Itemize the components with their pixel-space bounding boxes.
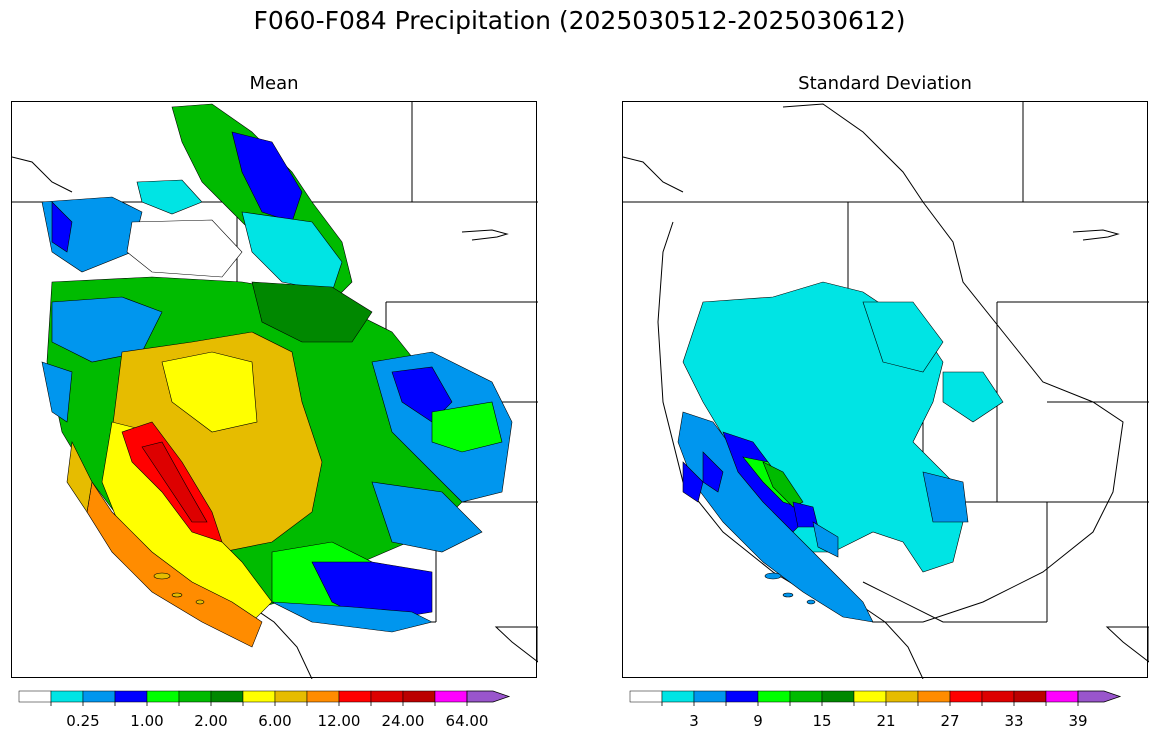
colorbar-segment [402, 690, 436, 703]
colorbar-tick-label: 0.25 [66, 712, 100, 730]
colorbar-tick-label: 6.00 [258, 712, 292, 730]
colorbar-tick-label: 15 [812, 712, 832, 730]
colorbar-segment [338, 690, 372, 703]
colorbar-segment [1013, 690, 1047, 703]
colorbar-segment [789, 690, 823, 703]
colorbar-tick-label: 64.00 [445, 712, 489, 730]
colorbar-segment [434, 690, 468, 703]
colorbar-segment [50, 690, 84, 703]
colorbar-extend-arrow [1077, 690, 1122, 703]
colorbar-segment [82, 690, 116, 703]
colorbar-segment [114, 690, 148, 703]
colorbar-segment [949, 690, 983, 703]
colorbar-tick-label: 1.00 [130, 712, 164, 730]
colorbar-segment [661, 690, 695, 703]
colorbar-extend-arrow [466, 690, 511, 703]
colorbar-tick-label: 27 [940, 712, 960, 730]
colorbar-segment [629, 690, 663, 703]
colorbar-tick-label: 24.00 [381, 712, 425, 730]
colorbar-tick-label: 21 [876, 712, 896, 730]
colorbar-segment [242, 690, 276, 703]
colorbar-tick-label: 9 [753, 712, 763, 730]
colorbar-segment [274, 690, 308, 703]
colorbar-tick-label: 39 [1068, 712, 1088, 730]
colorbar-segment [917, 690, 951, 703]
figure-title: F060-F084 Precipitation (2025030512-2025… [253, 6, 906, 35]
colorbar-tick-label: 33 [1004, 712, 1024, 730]
colorbar-tick-label: 2.00 [194, 712, 228, 730]
colorbar-segment [370, 690, 404, 703]
colorbar-segment [821, 690, 855, 703]
colorbar-segment [306, 690, 340, 703]
colorbar-segment [725, 690, 759, 703]
stddev-colorbar [629, 690, 1122, 706]
stddev-map [622, 101, 1149, 679]
colorbar-segment [210, 690, 244, 703]
colorbar-segment [757, 690, 791, 703]
colorbar-tick-label: 3 [689, 712, 699, 730]
colorbar-segment [18, 690, 52, 703]
colorbar-segment [146, 690, 180, 703]
stddev-panel-title: Standard Deviation [798, 73, 972, 94]
colorbar-segment [885, 690, 919, 703]
mean-map [11, 101, 538, 679]
mean-colorbar [18, 690, 511, 706]
colorbar-segment [853, 690, 887, 703]
colorbar-tick-label: 12.00 [317, 712, 361, 730]
colorbar-segment [178, 690, 212, 703]
colorbar-segment [981, 690, 1015, 703]
colorbar-segment [1045, 690, 1079, 703]
mean-panel-title: Mean [249, 73, 299, 94]
colorbar-segment [693, 690, 727, 703]
